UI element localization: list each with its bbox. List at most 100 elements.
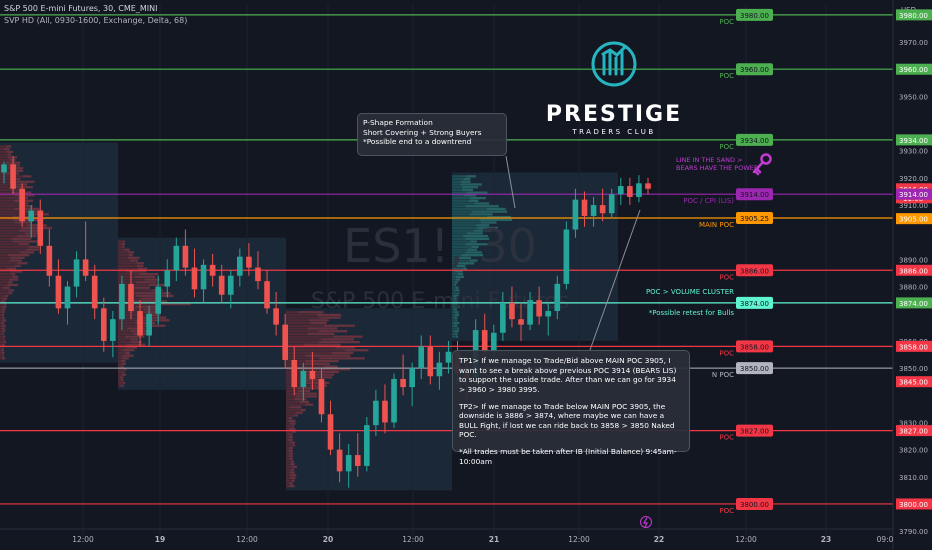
candle-body <box>291 359 298 388</box>
profile-day2-bar <box>118 259 130 262</box>
profile-day2-bar <box>118 267 138 270</box>
profile-day3-bar <box>286 468 292 471</box>
candle-body <box>645 183 651 189</box>
profile-day2-bar <box>135 321 156 325</box>
candle-body <box>364 425 370 466</box>
profile-day4-bar <box>455 302 459 306</box>
profile-day1-bar <box>7 156 17 159</box>
price-axis-tick: 3830.00 <box>899 419 928 427</box>
profile-day1-bar <box>14 221 33 224</box>
profile-day2-bar <box>118 251 128 254</box>
profile-day3-bar <box>286 449 289 452</box>
profile-day1-bar <box>22 205 33 208</box>
profile-day3-bar <box>286 324 325 327</box>
axis-tag-label-2: 3934.00 <box>899 137 928 145</box>
profile-day1-bar <box>14 183 28 186</box>
profile-day4-bar <box>452 229 474 232</box>
candle-body <box>336 449 343 472</box>
candle-body <box>218 275 225 295</box>
profile-day1-bar <box>2 346 5 349</box>
profile-day3-bar <box>286 332 308 336</box>
candle-body <box>500 302 506 333</box>
candle-body <box>617 186 624 195</box>
profile-day4-bar <box>452 267 464 270</box>
profile-day1-bar <box>3 335 6 338</box>
profile-day3-bar <box>286 433 289 436</box>
profile-day2-bar <box>154 302 191 306</box>
chart-header-indicator: SVP HD (All, 0930-1600, Exchange, Delta,… <box>4 16 188 25</box>
price-axis-tick: 3910.00 <box>899 202 928 210</box>
profile-day4-bar <box>452 273 458 276</box>
profile-day3-bar <box>288 449 293 452</box>
profile-day3-bar <box>286 452 289 455</box>
lis-label-line2: BEARS HAVE THE POWER <box>676 164 759 172</box>
candle-body <box>490 332 497 352</box>
profile-day4-bar <box>452 319 456 322</box>
level-tag-label-8: 3850.00 <box>740 365 769 373</box>
candle-body <box>209 264 216 276</box>
profile-day2-bar <box>144 311 161 314</box>
profile-day2-bar <box>118 351 126 355</box>
profile-day2-bar <box>118 270 127 273</box>
profile-day4-bar <box>452 281 455 284</box>
profile-day2-bar <box>118 368 125 371</box>
profile-day4-bar <box>452 199 470 202</box>
candle-body <box>518 319 524 325</box>
profile-day1-bar <box>9 259 22 262</box>
profile-day1-bar <box>6 150 14 154</box>
candle-body <box>227 275 234 295</box>
flash-icon[interactable] <box>640 516 652 528</box>
profile-day3-bar <box>286 319 310 322</box>
candle-body <box>300 370 307 388</box>
profile-day4-bar <box>452 196 470 200</box>
candle-body <box>100 308 107 341</box>
profile-day2-bar <box>127 327 146 330</box>
profile-day3-bar <box>290 441 295 444</box>
profile-day3-bar <box>286 349 345 352</box>
profile-day3-bar <box>286 403 305 406</box>
profile-day3-bar <box>291 430 296 433</box>
profile-day2-bar <box>140 297 162 300</box>
logo-ring <box>591 41 637 87</box>
profile-day3-bar <box>291 425 294 428</box>
profile-day2-bar <box>118 302 155 306</box>
profile-day1-bar <box>5 294 9 298</box>
profile-day2-bar <box>120 359 126 363</box>
profile-day3-bar <box>286 430 292 433</box>
brand-logo: PRESTIGE TRADERS CLUB <box>546 41 680 136</box>
profile-day3-bar <box>297 389 311 393</box>
candle-body <box>563 229 570 284</box>
profile-day4-bar <box>465 205 499 208</box>
profile-day1-bar <box>0 319 3 322</box>
profile-day3-bar <box>286 436 289 439</box>
profile-day1-bar <box>0 232 25 235</box>
profile-day3-bar <box>286 471 290 474</box>
profile-day4-bar <box>453 297 457 300</box>
profile-day4-bar <box>452 292 457 295</box>
profile-day1-bar <box>0 357 3 360</box>
profile-day3-bar <box>286 387 297 390</box>
level-tag-8 <box>736 362 773 375</box>
candle-body <box>73 259 80 287</box>
candle-body <box>173 245 180 271</box>
profile-day3-bar <box>307 327 338 330</box>
profile-day3-bar <box>286 465 293 469</box>
profile-day2-bar <box>121 362 126 365</box>
profile-day4-bar <box>452 253 462 257</box>
profile-day4-bar <box>455 286 459 289</box>
profile-day4-bar <box>452 264 457 268</box>
profile-day3-bar <box>333 335 363 338</box>
candle-body <box>418 346 425 369</box>
profile-day4-bar <box>452 300 456 303</box>
candle-body <box>554 283 561 312</box>
profile-day4-bar <box>452 259 470 262</box>
candle-body <box>164 270 171 287</box>
profile-day3-bar <box>316 313 341 317</box>
profile-day1-bar <box>2 354 4 357</box>
profile-day1-bar <box>0 205 23 208</box>
profile-day2-bar <box>121 365 124 368</box>
candle-body <box>581 199 588 216</box>
profile-day3-bar <box>291 479 295 482</box>
candle-body <box>318 378 325 415</box>
profile-day4-bar <box>461 188 474 192</box>
